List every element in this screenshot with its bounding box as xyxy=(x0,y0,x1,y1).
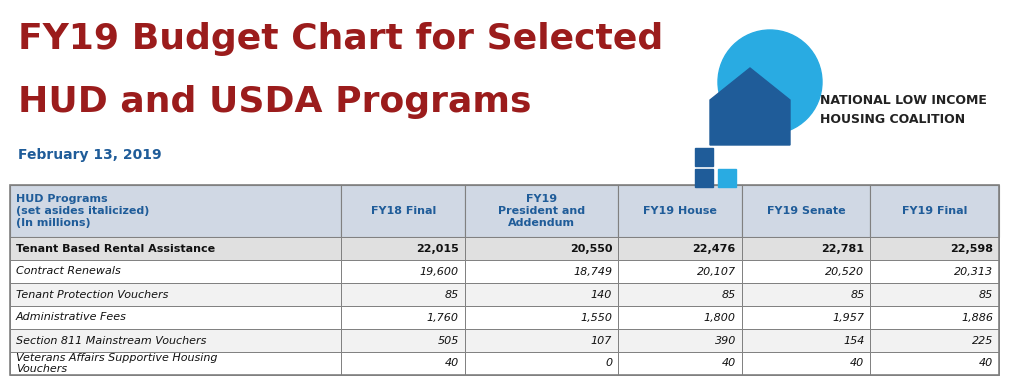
Bar xyxy=(619,260,742,283)
Bar xyxy=(341,283,465,306)
Text: FY19 Senate: FY19 Senate xyxy=(767,206,846,216)
Bar xyxy=(10,237,341,260)
Bar xyxy=(871,306,999,329)
Text: 140: 140 xyxy=(591,290,612,299)
Bar xyxy=(871,329,999,352)
Bar xyxy=(10,283,341,306)
Bar xyxy=(619,329,742,352)
Text: 40: 40 xyxy=(979,359,993,368)
Bar xyxy=(619,237,742,260)
Bar xyxy=(742,283,871,306)
Bar xyxy=(10,185,341,237)
Text: FY19 House: FY19 House xyxy=(643,206,717,216)
Text: Section 811 Mainstream Vouchers: Section 811 Mainstream Vouchers xyxy=(16,336,207,346)
Bar xyxy=(871,185,999,237)
Text: 20,313: 20,313 xyxy=(954,266,993,277)
Polygon shape xyxy=(710,68,790,145)
Bar xyxy=(341,352,465,375)
Text: 22,015: 22,015 xyxy=(416,243,459,253)
Bar xyxy=(465,306,619,329)
Bar xyxy=(871,260,999,283)
Text: Tenant Protection Vouchers: Tenant Protection Vouchers xyxy=(16,290,169,299)
Text: 20,520: 20,520 xyxy=(825,266,865,277)
Text: 22,476: 22,476 xyxy=(692,243,736,253)
Text: HUD Programs
(set asides italicized)
(In millions): HUD Programs (set asides italicized) (In… xyxy=(16,194,149,228)
Text: HUD and USDA Programs: HUD and USDA Programs xyxy=(18,85,532,119)
Text: 107: 107 xyxy=(591,336,612,346)
Bar xyxy=(465,260,619,283)
Text: FY19
President and
Addendum: FY19 President and Addendum xyxy=(498,194,585,228)
Bar xyxy=(465,185,619,237)
Text: 505: 505 xyxy=(438,336,459,346)
Bar xyxy=(742,306,871,329)
Bar xyxy=(619,352,742,375)
Text: 0: 0 xyxy=(605,359,612,368)
Bar xyxy=(742,329,871,352)
Bar xyxy=(10,352,341,375)
Text: 1,886: 1,886 xyxy=(961,312,993,322)
Text: Administrative Fees: Administrative Fees xyxy=(16,312,127,322)
Text: 40: 40 xyxy=(445,359,459,368)
Text: 40: 40 xyxy=(851,359,865,368)
Bar xyxy=(742,185,871,237)
Text: Tenant Based Rental Assistance: Tenant Based Rental Assistance xyxy=(16,243,215,253)
Text: 225: 225 xyxy=(972,336,993,346)
Bar xyxy=(10,329,341,352)
Bar xyxy=(341,260,465,283)
Bar xyxy=(10,306,341,329)
Text: FY19 Final: FY19 Final xyxy=(902,206,968,216)
Bar xyxy=(341,329,465,352)
Bar xyxy=(871,283,999,306)
Text: 390: 390 xyxy=(714,336,736,346)
Text: 22,598: 22,598 xyxy=(950,243,993,253)
Text: 1,550: 1,550 xyxy=(580,312,612,322)
Text: 20,107: 20,107 xyxy=(697,266,736,277)
Text: 85: 85 xyxy=(979,290,993,299)
Bar xyxy=(10,260,341,283)
Bar xyxy=(341,237,465,260)
Text: 85: 85 xyxy=(445,290,459,299)
Text: February 13, 2019: February 13, 2019 xyxy=(18,148,161,162)
Bar xyxy=(341,185,465,237)
Text: 20,550: 20,550 xyxy=(570,243,612,253)
Text: 22,781: 22,781 xyxy=(821,243,865,253)
Text: 154: 154 xyxy=(844,336,865,346)
Circle shape xyxy=(718,30,822,134)
Text: 18,749: 18,749 xyxy=(573,266,612,277)
Text: NATIONAL LOW INCOME
HOUSING COALITION: NATIONAL LOW INCOME HOUSING COALITION xyxy=(820,94,987,126)
Bar xyxy=(465,283,619,306)
Bar xyxy=(742,260,871,283)
Bar xyxy=(465,237,619,260)
Text: 1,800: 1,800 xyxy=(704,312,736,322)
Bar xyxy=(871,237,999,260)
Bar xyxy=(695,148,713,166)
Bar xyxy=(465,352,619,375)
Text: Contract Renewals: Contract Renewals xyxy=(16,266,121,277)
Bar xyxy=(619,306,742,329)
Bar xyxy=(718,169,736,187)
Text: 1,957: 1,957 xyxy=(832,312,865,322)
Text: 40: 40 xyxy=(721,359,736,368)
Text: 85: 85 xyxy=(721,290,736,299)
Bar xyxy=(871,352,999,375)
Text: 85: 85 xyxy=(851,290,865,299)
Bar xyxy=(10,185,999,375)
Bar xyxy=(695,169,713,187)
Bar xyxy=(465,329,619,352)
Text: 19,600: 19,600 xyxy=(420,266,459,277)
Text: 1,760: 1,760 xyxy=(427,312,459,322)
Bar xyxy=(341,306,465,329)
Text: FY18 Final: FY18 Final xyxy=(370,206,436,216)
Bar xyxy=(742,237,871,260)
Bar xyxy=(619,185,742,237)
Text: Veterans Affairs Supportive Housing
Vouchers: Veterans Affairs Supportive Housing Vouc… xyxy=(16,353,218,374)
Bar xyxy=(619,283,742,306)
Text: FY19 Budget Chart for Selected: FY19 Budget Chart for Selected xyxy=(18,22,663,56)
Bar xyxy=(742,352,871,375)
